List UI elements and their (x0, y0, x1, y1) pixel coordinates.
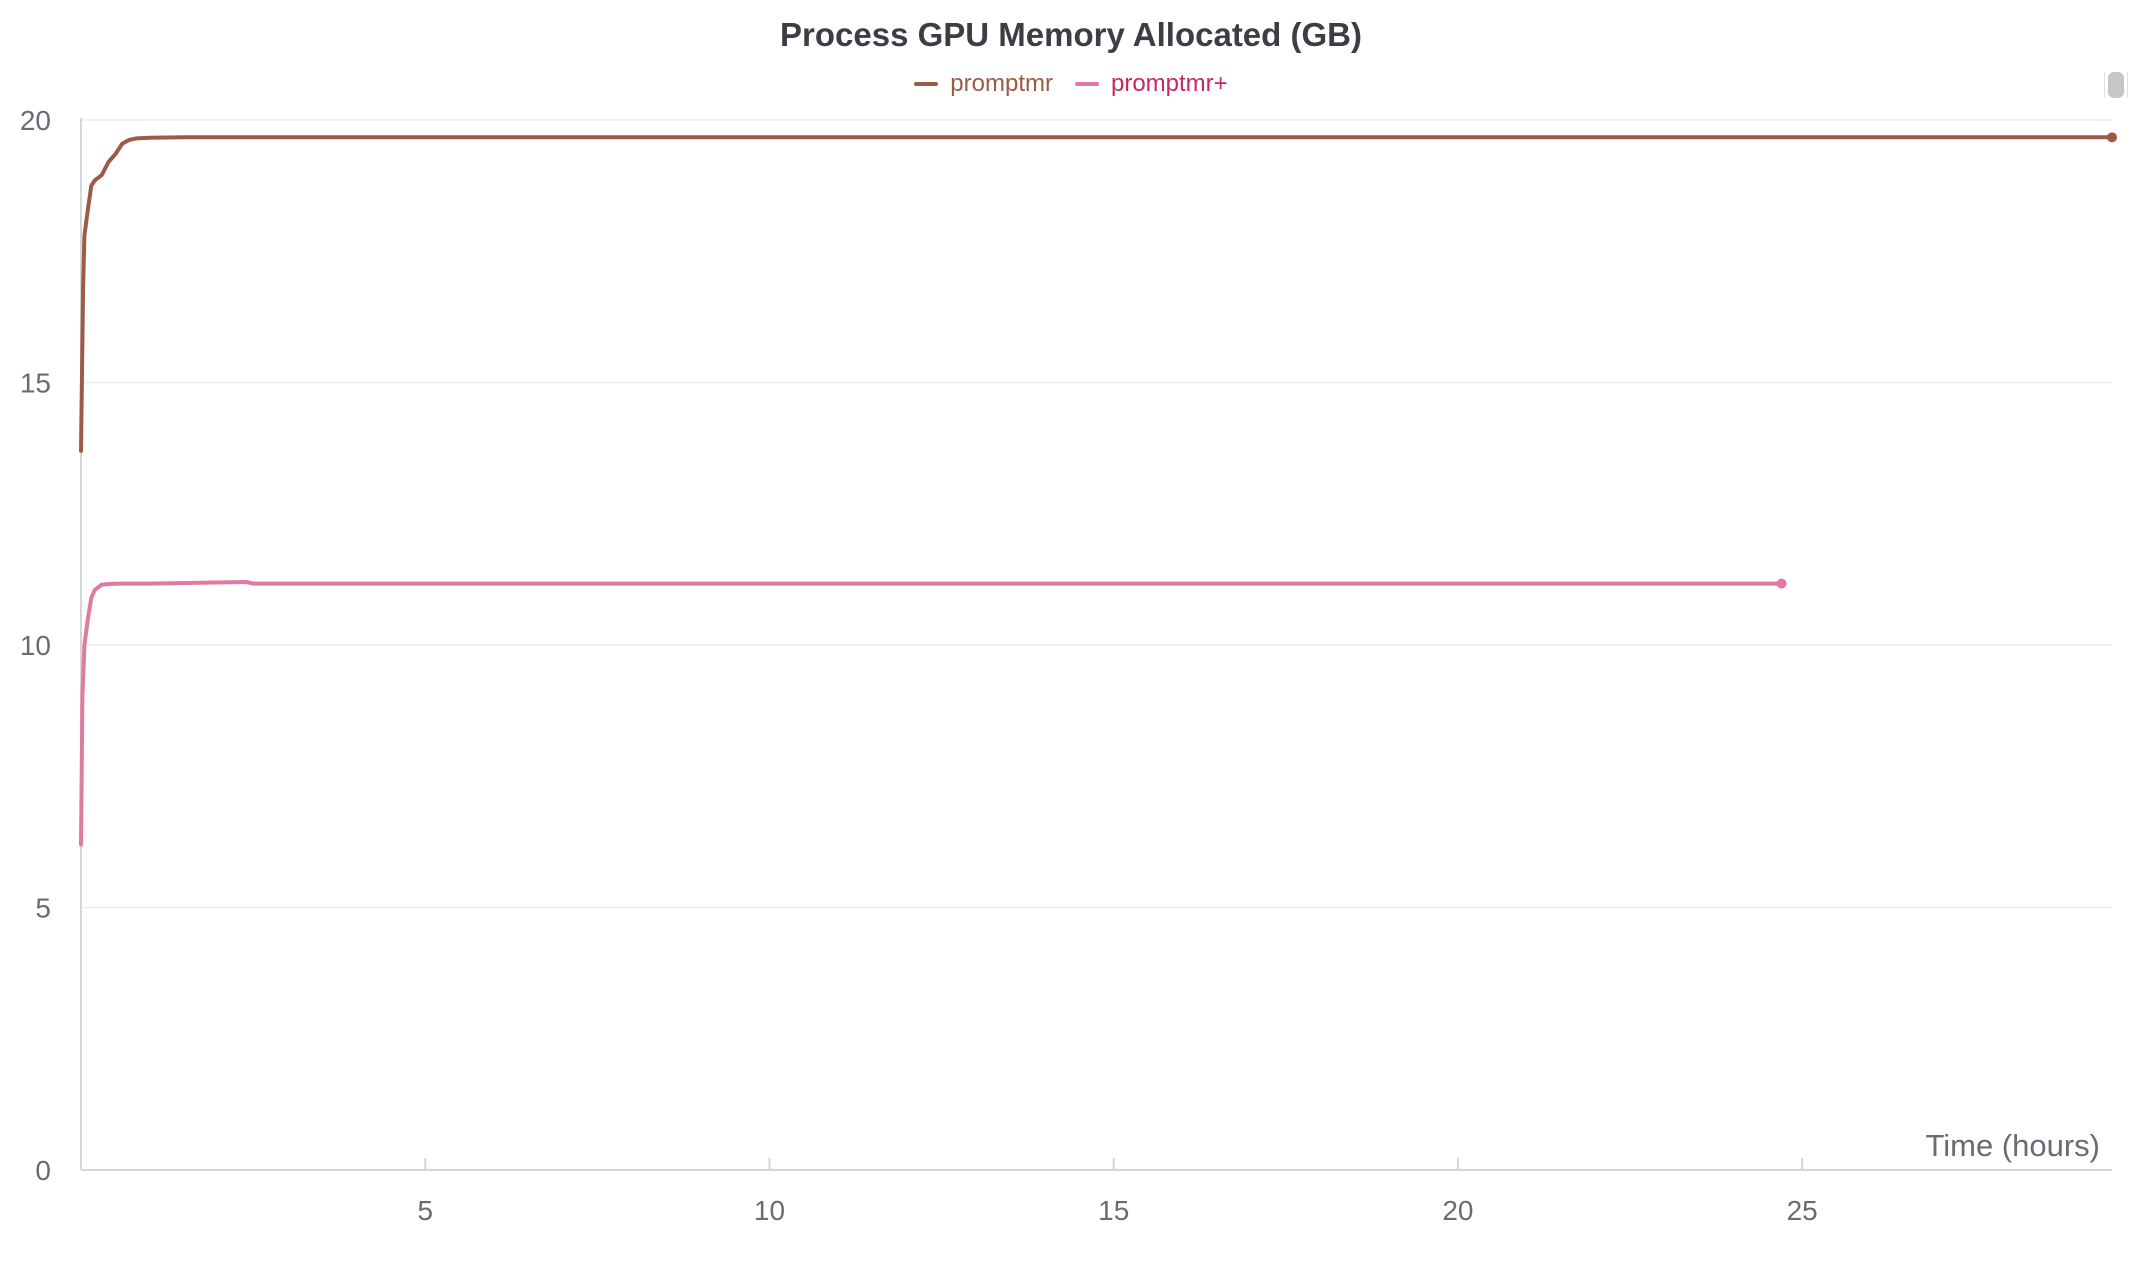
y-tick-label-15: 15 (20, 368, 51, 399)
x-tick-label-5: 5 (417, 1195, 433, 1226)
y-tick-label-0: 0 (35, 1155, 51, 1186)
x-tick-label-15: 15 (1098, 1195, 1129, 1226)
x-tick-label-10: 10 (754, 1195, 785, 1226)
x-tick-label-20: 20 (1442, 1195, 1473, 1226)
legend-swatch-promptmr-plus (1074, 82, 1099, 86)
legend-scrollbar-track[interactable] (2104, 72, 2128, 98)
legend-scrollbar-handle[interactable] (2108, 72, 2124, 98)
y-tick-label-20: 20 (20, 105, 51, 136)
legend: promptmr promptmr+ (0, 70, 2142, 98)
axes (80, 118, 2112, 1171)
series-lines (79, 132, 2117, 847)
x-axis-title: Time (hours) (1925, 1128, 2100, 1163)
series-endpoint-promptmr (2107, 132, 2117, 143)
series-line-promptmr-plus (79, 580, 1784, 847)
legend-swatch-promptmr (914, 82, 939, 86)
series-line-promptmr (79, 135, 2114, 453)
y-tick-label-5: 5 (35, 893, 51, 924)
legend-label-promptmr: promptmr (950, 70, 1053, 97)
series-endpoint-promptmr-plus (1776, 578, 1787, 589)
legend-label-promptmr-plus: promptmr+ (1110, 70, 1228, 97)
grid-lines (81, 119, 2112, 909)
y-tick-label-10: 10 (20, 630, 51, 661)
legend-item-promptmr-plus[interactable]: promptmr+ (1074, 70, 1228, 98)
legend-item-promptmr[interactable]: promptmr (914, 70, 1053, 98)
x-tick-label-25: 25 (1787, 1195, 1818, 1226)
chart-title: Process GPU Memory Allocated (GB) (780, 16, 1362, 53)
tick-labels: 0 5 10 15 20 5 10 15 20 25 (20, 105, 1818, 1226)
